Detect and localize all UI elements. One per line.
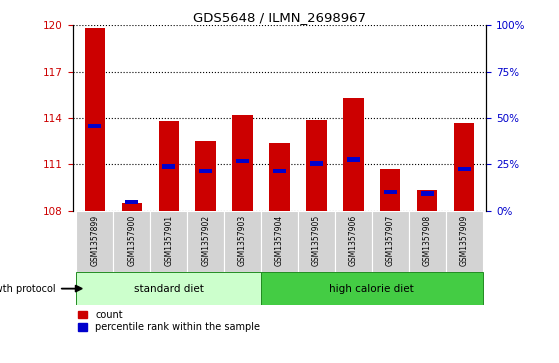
Bar — [306, 119, 326, 211]
Text: standard diet: standard diet — [134, 284, 203, 294]
Text: GSM1357903: GSM1357903 — [238, 215, 247, 266]
Legend: count, percentile rank within the sample: count, percentile rank within the sample — [78, 310, 260, 332]
Bar — [310, 161, 323, 166]
Title: GDS5648 / ILMN_2698967: GDS5648 / ILMN_2698967 — [193, 11, 366, 24]
Text: GSM1357907: GSM1357907 — [386, 215, 395, 266]
Bar — [269, 143, 290, 211]
Bar — [372, 211, 409, 272]
Bar — [383, 190, 397, 194]
Text: high calorie diet: high calorie diet — [329, 284, 414, 294]
Bar — [446, 211, 482, 272]
Text: GSM1357906: GSM1357906 — [349, 215, 358, 266]
Text: GSM1357901: GSM1357901 — [164, 215, 173, 266]
Bar — [236, 159, 249, 163]
Bar — [335, 211, 372, 272]
Bar — [122, 203, 142, 211]
Bar — [224, 211, 261, 272]
Bar — [77, 211, 113, 272]
Bar — [77, 272, 261, 305]
Bar — [380, 169, 400, 211]
Bar — [233, 115, 253, 211]
Bar — [454, 123, 475, 211]
Bar — [159, 121, 179, 211]
Bar — [420, 191, 434, 196]
Bar — [88, 123, 101, 128]
Bar — [113, 211, 150, 272]
Bar — [261, 211, 298, 272]
Text: GSM1357899: GSM1357899 — [91, 215, 100, 266]
Bar — [298, 211, 335, 272]
Text: GSM1357908: GSM1357908 — [423, 215, 432, 266]
Bar — [343, 98, 363, 211]
Text: GSM1357905: GSM1357905 — [312, 215, 321, 266]
Text: GSM1357902: GSM1357902 — [201, 215, 210, 266]
Bar — [196, 141, 216, 211]
Bar — [150, 211, 187, 272]
Bar — [261, 272, 482, 305]
Bar — [458, 167, 471, 171]
Text: growth protocol: growth protocol — [0, 284, 56, 294]
Bar — [199, 169, 212, 174]
Text: GSM1357904: GSM1357904 — [275, 215, 284, 266]
Bar — [162, 164, 176, 169]
Bar — [409, 211, 446, 272]
Bar — [125, 200, 139, 204]
Bar — [417, 191, 437, 211]
Bar — [84, 29, 105, 211]
Text: GSM1357900: GSM1357900 — [127, 215, 136, 266]
Bar — [347, 158, 360, 162]
Bar — [273, 169, 286, 174]
Text: GSM1357909: GSM1357909 — [459, 215, 468, 266]
Bar — [187, 211, 224, 272]
